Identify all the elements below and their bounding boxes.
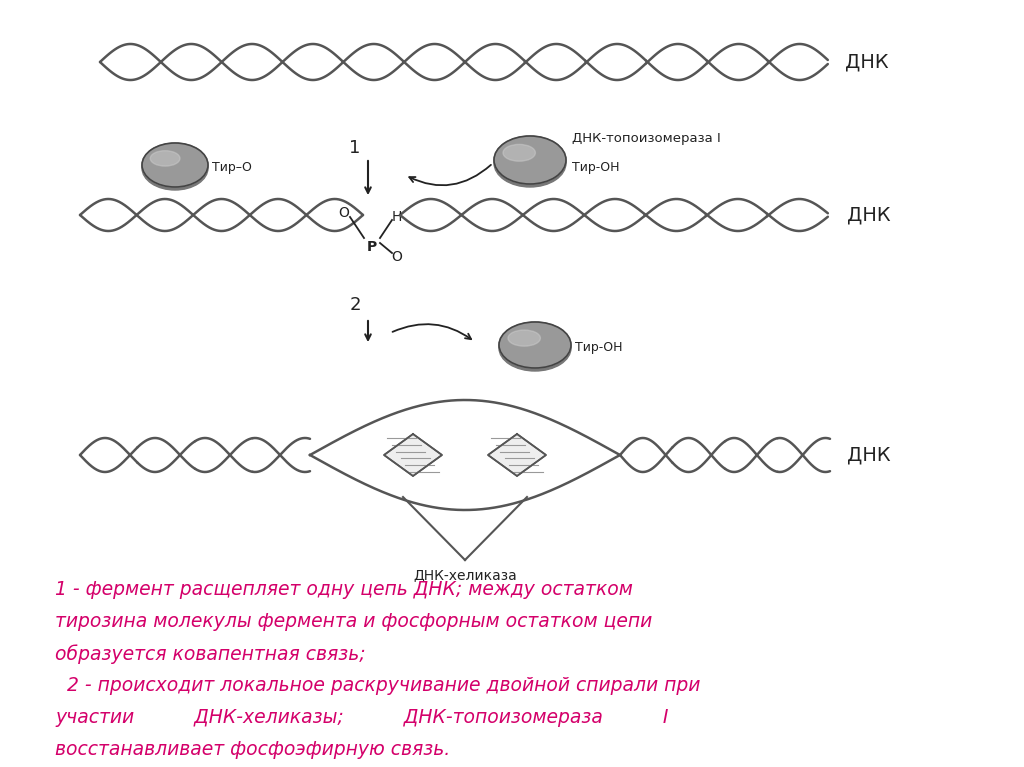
Ellipse shape: [499, 322, 571, 368]
Text: H: H: [392, 210, 402, 224]
Text: P: P: [367, 240, 377, 254]
Text: 2: 2: [349, 296, 360, 314]
Text: ДНК-топоизомераза I: ДНК-топоизомераза I: [572, 132, 721, 145]
Text: участии          ДНК-хеликазы;          ДНК-топоизомераза          I: участии ДНК-хеликазы; ДНК-топоизомераза …: [55, 708, 669, 727]
Ellipse shape: [494, 139, 566, 187]
Ellipse shape: [494, 136, 566, 184]
Text: Тир–О: Тир–О: [212, 160, 252, 173]
Text: 1 - фермент расщепляет одну цепь ДНК; между остатком: 1 - фермент расщепляет одну цепь ДНК; ме…: [55, 580, 633, 599]
Ellipse shape: [499, 325, 571, 371]
Text: ДНК: ДНК: [847, 206, 891, 225]
Text: восстанавливает фосфоэфирную связь.: восстанавливает фосфоэфирную связь.: [55, 740, 451, 759]
Ellipse shape: [142, 143, 208, 187]
Ellipse shape: [151, 150, 180, 166]
Text: Тир-ОН: Тир-ОН: [575, 341, 623, 354]
Ellipse shape: [503, 144, 536, 161]
Text: образуется ковапентная связь;: образуется ковапентная связь;: [55, 644, 366, 663]
Text: ДНК: ДНК: [847, 446, 891, 465]
Ellipse shape: [142, 146, 208, 190]
Text: ДНК: ДНК: [845, 52, 889, 71]
Ellipse shape: [508, 330, 541, 346]
Text: ДНК-хеликаза: ДНК-хеликаза: [413, 568, 517, 582]
Polygon shape: [384, 434, 442, 476]
Text: O: O: [391, 250, 402, 264]
Text: 2 - происходит локальное раскручивание двойной спирали при: 2 - происходит локальное раскручивание д…: [55, 676, 700, 695]
Polygon shape: [488, 434, 546, 476]
Text: O: O: [339, 206, 349, 220]
Text: Тир-ОН: Тир-ОН: [572, 160, 620, 173]
Text: тирозина молекулы фермента и фосфорным остатком цепи: тирозина молекулы фермента и фосфорным о…: [55, 612, 652, 631]
Text: 1: 1: [349, 139, 360, 157]
